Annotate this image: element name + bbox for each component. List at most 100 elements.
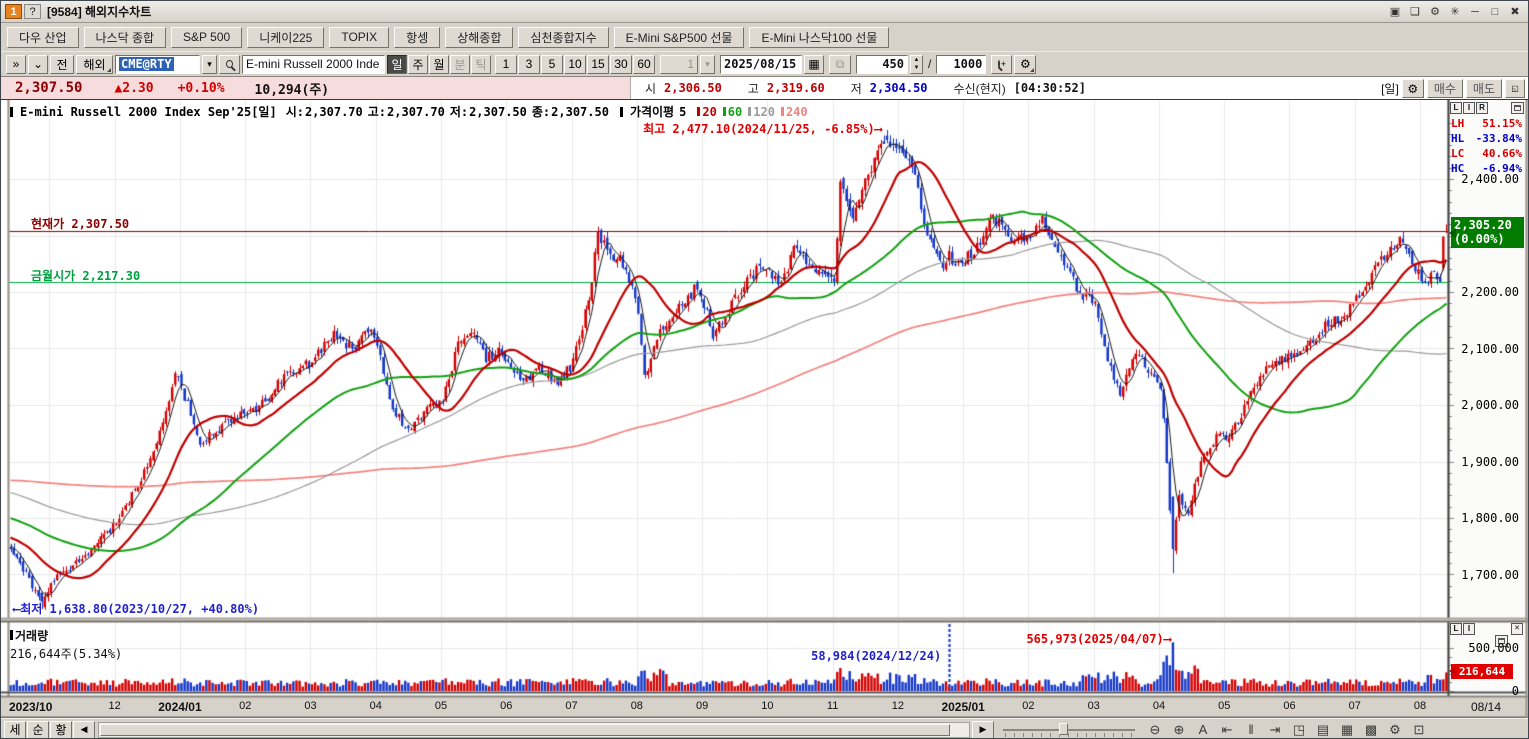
panel-mode-button[interactable]: I — [1463, 102, 1475, 114]
ma-first: 5 — [679, 104, 687, 119]
pause-icon[interactable]: ‖ — [1239, 721, 1263, 739]
max-count-field[interactable]: 1000 — [936, 54, 987, 74]
symbol-code-input[interactable]: CME@RTY — [115, 54, 200, 74]
price-tag-pct: (0.00%) — [1454, 231, 1505, 246]
legend-high: 2,307.70 — [387, 104, 445, 119]
chart-scrollbar[interactable] — [98, 721, 970, 738]
fullscreen-icon[interactable]: ⊡ — [1407, 721, 1431, 739]
period-button[interactable]: 월 — [429, 54, 449, 74]
minute-button[interactable]: 15 — [587, 54, 609, 74]
symbol-dropdown-button[interactable]: ▾ — [202, 54, 217, 74]
volume-panel-restore-icon[interactable] — [1495, 635, 1508, 647]
minute-combo-arrow[interactable]: ▾ — [700, 54, 715, 74]
grid-view-icon[interactable]: ▦ — [1335, 721, 1359, 739]
panel-mode-button[interactable]: R — [1476, 102, 1488, 114]
go-last-icon[interactable]: ⇥ — [1263, 721, 1287, 739]
panel-mode-button[interactable]: L — [1450, 102, 1462, 114]
period-button[interactable]: 틱 — [471, 54, 491, 74]
calendar-icon[interactable]: ▦ — [804, 54, 824, 74]
volume-axis-max: 500,000 — [1468, 641, 1519, 655]
index-tab[interactable]: TOPIX — [329, 26, 390, 48]
symbol-name-field[interactable]: E-mini Russell 2000 Inde — [242, 54, 385, 74]
x-axis-label: 06 — [500, 700, 513, 712]
window-settings-icon[interactable]: ⚙ — [1430, 6, 1440, 18]
save-icon[interactable]: ▤ — [1311, 721, 1335, 739]
main-panel-restore-icon[interactable] — [1511, 102, 1524, 114]
chart-settings-button[interactable]: ⚙ — [1401, 79, 1424, 98]
zoom-slider[interactable] — [1003, 722, 1135, 738]
expand-toolbar-button[interactable]: » — [6, 54, 26, 74]
minute-button[interactable]: 10 — [564, 54, 586, 74]
go-first-icon[interactable]: ⇤ — [1215, 721, 1239, 739]
collapse-toolbar-button[interactable]: ⌄ — [28, 54, 48, 74]
scrollbar-thumb[interactable] — [100, 723, 950, 736]
minute-button[interactable]: 1 — [495, 54, 517, 74]
index-tab[interactable]: 니케이225 — [247, 26, 325, 48]
overseas-button[interactable]: 해외 — [76, 54, 113, 74]
all-markets-button[interactable]: 전 — [50, 54, 74, 74]
minute-button[interactable]: 3 — [518, 54, 540, 74]
x-axis-label: 08 — [630, 700, 643, 712]
chart-settings-icon[interactable]: ⚙ — [1383, 721, 1407, 739]
mini-chart-icon[interactable]: ▩ — [1359, 721, 1383, 739]
zoom-in-icon[interactable]: ⊕ — [1167, 721, 1191, 739]
volume-title: 거래량 — [15, 629, 49, 643]
volume-panel-mode-button[interactable]: I — [1463, 623, 1475, 635]
sell-button[interactable]: 매도 — [1465, 79, 1502, 98]
link-window-icon[interactable]: ▣ — [1389, 6, 1401, 18]
x-axis-label: 03 — [1087, 700, 1100, 712]
bar-count-field[interactable]: 450 — [856, 54, 908, 74]
volume-panel-close-icon[interactable]: ✕ — [1511, 623, 1523, 635]
ratio-stats: LH 51.15% HL -33.84% LC 40.66% HC -6.94% — [1449, 116, 1524, 176]
open-label: 시 — [645, 81, 657, 96]
zoom-plus-button[interactable]: + — [991, 54, 1013, 74]
open-value: 2,306.50 — [664, 81, 722, 95]
help-icon[interactable]: ? — [24, 4, 41, 19]
index-tab[interactable]: 다우 산업 — [7, 26, 79, 48]
view-mode-button[interactable]: 세 — [4, 720, 26, 738]
count-separator: / — [928, 57, 932, 71]
index-tab[interactable]: S&P 500 — [171, 26, 243, 48]
index-tab[interactable]: E-Mini 나스닥100 선물 — [749, 26, 890, 48]
x-axis-label: 03 — [304, 700, 317, 712]
ratio-row: HC -6.94% — [1451, 162, 1522, 175]
scroll-right-button[interactable]: ▶ — [972, 720, 994, 738]
minute-button[interactable]: 60 — [633, 54, 655, 74]
index-tab[interactable]: 나스닥 종합 — [83, 26, 167, 48]
zoom-out-icon[interactable]: ⊖ — [1143, 721, 1167, 739]
minimize-icon[interactable]: ─ — [1471, 5, 1479, 18]
buy-button[interactable]: 매수 — [1426, 79, 1463, 98]
toolbar-settings-button[interactable]: ⚙ — [1014, 54, 1037, 74]
index-tab[interactable]: E-Mini S&P500 선물 — [613, 26, 745, 48]
maximize-icon[interactable]: □ — [1491, 5, 1499, 18]
ma-legend-item: 240 — [775, 105, 808, 119]
symbol-search-button[interactable] — [219, 54, 240, 74]
index-tab[interactable]: 항셍 — [394, 26, 441, 48]
ratio-row: LH 51.15% — [1451, 117, 1522, 130]
zoom-slider-thumb[interactable] — [1059, 722, 1068, 735]
bar-count-stepper[interactable]: ▲ ▼ — [910, 54, 923, 74]
auto-scale-icon[interactable]: A — [1191, 721, 1215, 739]
split-window-icon[interactable]: ◱ — [1505, 79, 1525, 98]
period-button[interactable]: 분 — [450, 54, 470, 74]
compare-chart-icon[interactable]: ⧉ — [829, 54, 851, 74]
price-chart-canvas[interactable] — [1, 100, 1528, 718]
index-tab[interactable]: 심천종합지수 — [518, 26, 609, 48]
view-mode-button[interactable]: 순 — [27, 720, 49, 738]
period-button[interactable]: 주 — [408, 54, 428, 74]
titlebar[interactable]: 1 ? [9584] 해외지수차트 ▣ ❏ ⚙ ✳ ─ □ ✖ — [1, 1, 1528, 23]
index-tab[interactable]: 상해종합 — [445, 26, 514, 48]
minute-button[interactable]: 5 — [541, 54, 563, 74]
popup-chart-icon[interactable]: ◳ — [1287, 721, 1311, 739]
view-mode-button[interactable]: 황 — [50, 720, 72, 738]
period-button[interactable]: 일 — [387, 54, 407, 74]
pin-window-icon[interactable]: ✳ — [1450, 6, 1460, 18]
volume-panel-mode-button[interactable]: L — [1450, 623, 1462, 635]
minute-button[interactable]: 30 — [610, 54, 632, 74]
minute-combo[interactable]: 1 — [660, 54, 698, 74]
copy-window-icon[interactable]: ❏ — [1410, 6, 1420, 18]
scroll-left-button[interactable]: ◀ — [73, 720, 95, 738]
date-field[interactable]: 2025/08/15 — [720, 54, 802, 74]
close-icon[interactable]: ✖ — [1510, 6, 1520, 18]
